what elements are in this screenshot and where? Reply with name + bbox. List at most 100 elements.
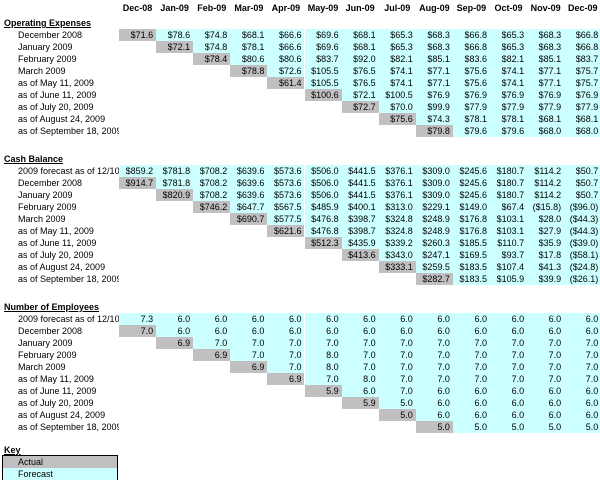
forecast-cell: 6.0 [452, 385, 490, 397]
forecast-cell: 7.0 [378, 361, 416, 373]
forecast-cell: $28.0 [527, 213, 565, 225]
forecast-cell: 7.0 [490, 337, 528, 349]
actual-cell: 6.9 [230, 361, 268, 373]
forecast-cell: $74.3 [415, 113, 453, 125]
forecast-cell: $506.0 [304, 177, 342, 189]
forecast-cell: $77.1 [527, 77, 565, 89]
forecast-cell: $80.6 [267, 53, 305, 65]
forecast-cell: $92.0 [341, 53, 379, 65]
forecast-cell: $180.7 [490, 165, 528, 177]
forecast-cell: $66.8 [452, 29, 490, 41]
forecast-cell: $781.8 [156, 165, 194, 177]
forecast-cell: $229.1 [415, 201, 453, 213]
forecast-cell: $78.1 [452, 113, 490, 125]
forecast-cell: $476.8 [304, 225, 342, 237]
actual-cell: $72.7 [341, 101, 379, 113]
forecast-cell: 6.0 [452, 397, 490, 409]
forecast-cell: 5.0 [490, 421, 528, 433]
forecast-cell: $77.9 [490, 101, 528, 113]
forecast-cell: $441.5 [341, 177, 379, 189]
forecast-cell: 7.0 [193, 337, 231, 349]
column-header: Feb-09 [197, 3, 227, 13]
row-label: as of September 18, 2009 [18, 274, 119, 284]
actual-cell: $78.8 [230, 65, 268, 77]
forecast-cell: $400.1 [341, 201, 379, 213]
forecast-cell: 6.0 [564, 313, 600, 325]
forecast-cell: $68.3 [415, 29, 453, 41]
forecast-cell: $313.0 [378, 201, 416, 213]
forecast-cell: $69.6 [304, 29, 342, 41]
forecast-cell: $82.1 [378, 53, 416, 65]
row-label: January 2009 [18, 190, 73, 200]
forecast-cell: $324.8 [378, 213, 416, 225]
forecast-cell: 6.0 [564, 409, 600, 421]
actual-cell: $413.6 [341, 249, 379, 261]
actual-cell: 5.0 [378, 409, 416, 421]
row-label: as of May 11, 2009 [18, 374, 94, 384]
forecast-cell: 7.0 [341, 349, 379, 361]
row-label: as of June 11, 2009 [18, 386, 97, 396]
forecast-cell: ($96.0) [564, 201, 600, 213]
actual-cell: $72.1 [156, 41, 194, 53]
column-header: Aug-09 [419, 3, 450, 13]
forecast-cell: $114.2 [527, 165, 565, 177]
forecast-cell: 6.0 [415, 325, 453, 337]
forecast-cell: 7.0 [490, 373, 528, 385]
actual-cell: $512.3 [304, 237, 342, 249]
forecast-cell: $66.6 [267, 41, 305, 53]
forecast-cell: 6.0 [490, 313, 528, 325]
row-label: as of June 11, 2009 [18, 238, 97, 248]
forecast-cell: $68.1 [341, 29, 379, 41]
column-header: Jul-09 [384, 3, 411, 13]
forecast-cell: $68.1 [230, 29, 268, 41]
column-header: Nov-09 [530, 3, 561, 13]
forecast-cell: $82.1 [490, 53, 528, 65]
forecast-cell: $65.3 [378, 41, 416, 53]
forecast-cell: 7.0 [452, 361, 490, 373]
forecast-cell: $573.6 [267, 177, 305, 189]
forecast-cell: 6.0 [452, 409, 490, 421]
forecast-cell: 7.0 [341, 361, 379, 373]
forecast-cell: $376.1 [378, 165, 416, 177]
forecast-cell: $309.0 [415, 177, 453, 189]
forecast-cell: $76.5 [341, 77, 379, 89]
forecast-cell: 6.0 [304, 325, 342, 337]
key-item: Actual [3, 456, 117, 468]
forecast-cell: $75.6 [452, 65, 490, 77]
forecast-cell: $68.3 [527, 41, 565, 53]
forecast-cell: 6.0 [193, 313, 231, 325]
actual-cell: $746.2 [193, 201, 231, 213]
forecast-cell: $67.4 [490, 201, 528, 213]
actual-cell: 6.9 [193, 349, 231, 361]
forecast-cell: $245.6 [452, 165, 490, 177]
forecast-cell: 7.0 [527, 361, 565, 373]
forecast-cell: $39.9 [527, 273, 565, 285]
forecast-cell: $99.9 [415, 101, 453, 113]
actual-cell: 6.9 [156, 337, 194, 349]
forecast-cell: $66.6 [267, 29, 305, 41]
actual-cell: $79.8 [415, 125, 453, 137]
row-label: March 2009 [18, 362, 66, 372]
forecast-cell: 7.0 [230, 337, 268, 349]
forecast-cell: $77.9 [527, 101, 565, 113]
forecast-cell: 7.0 [341, 337, 379, 349]
forecast-cell: $573.6 [267, 189, 305, 201]
forecast-cell: $79.6 [452, 125, 490, 137]
actual-cell: 5.9 [304, 385, 342, 397]
forecast-cell: $78.6 [156, 29, 194, 41]
forecast-cell: $65.3 [490, 29, 528, 41]
forecast-cell: $376.1 [378, 189, 416, 201]
forecast-cell: $105.5 [304, 65, 342, 77]
row-label: as of May 11, 2009 [18, 78, 94, 88]
forecast-cell: $79.6 [490, 125, 528, 137]
row-label: December 2008 [18, 178, 83, 188]
forecast-cell: $77.1 [527, 65, 565, 77]
actual-cell: $333.1 [378, 261, 416, 273]
forecast-cell: 7.0 [378, 349, 416, 361]
column-header: Jun-09 [345, 3, 375, 13]
forecast-cell: $859.2 [119, 165, 157, 177]
forecast-cell: 6.0 [341, 325, 379, 337]
row-label: as of September 18, 2009 [18, 422, 119, 432]
forecast-cell: 7.0 [564, 373, 600, 385]
